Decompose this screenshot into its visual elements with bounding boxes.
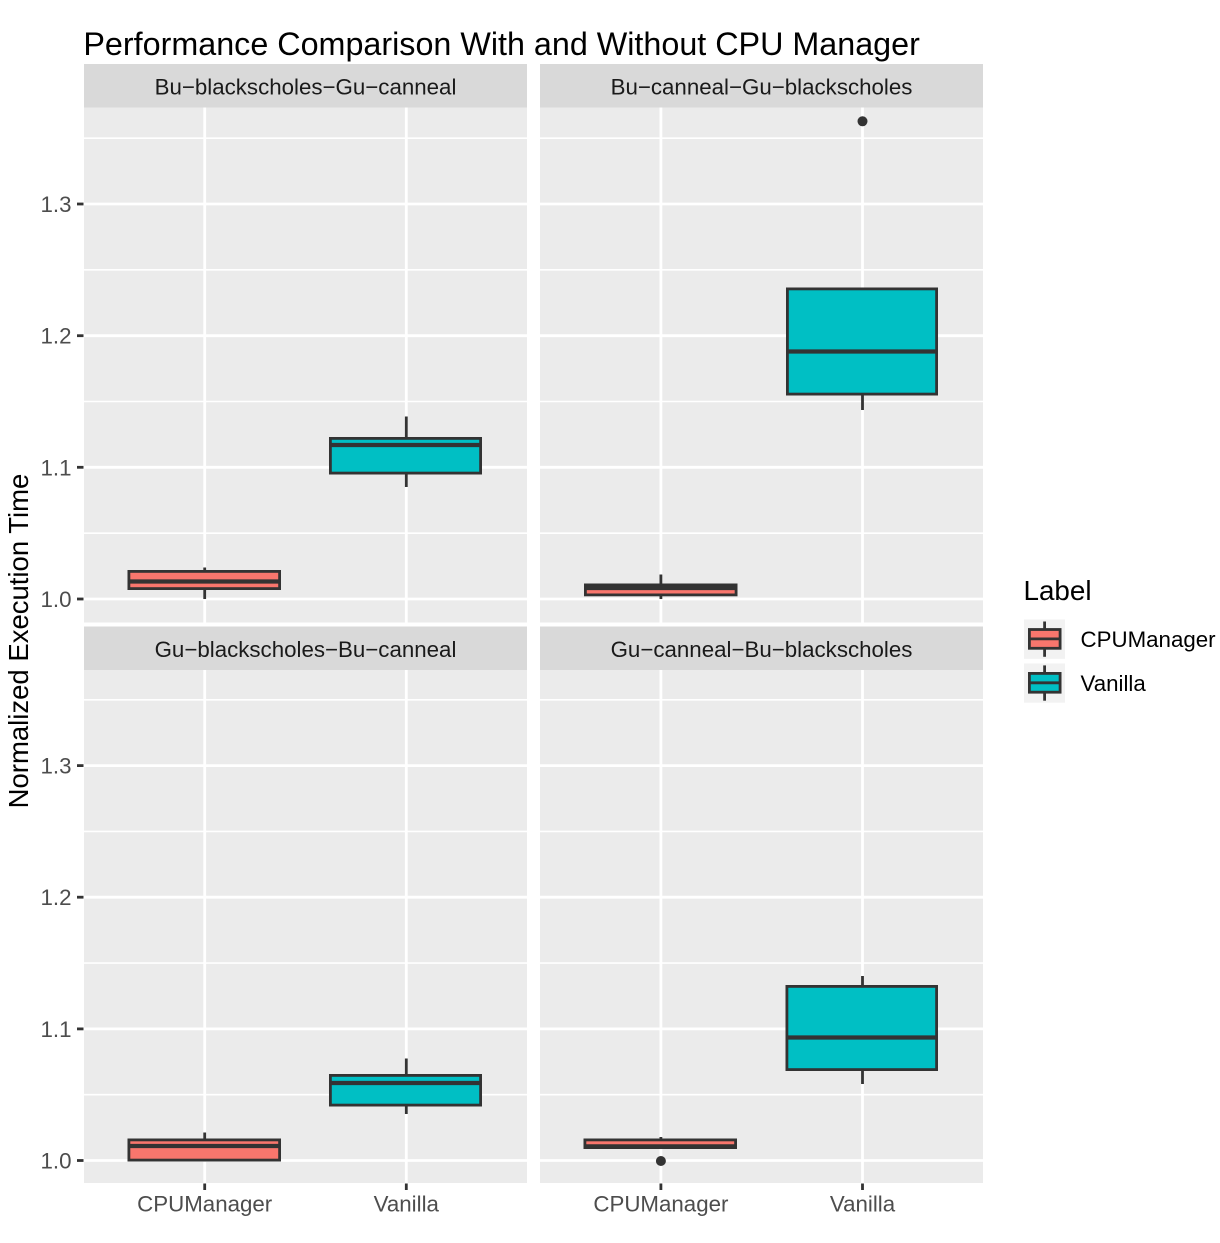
svg-text:Vanilla: Vanilla: [830, 1192, 896, 1217]
svg-text:Normalized Execution Time: Normalized Execution Time: [3, 474, 34, 809]
svg-text:CPUManager: CPUManager: [137, 1192, 273, 1217]
svg-text:Performance Comparison With an: Performance Comparison With and Without …: [83, 26, 920, 62]
svg-text:Vanilla: Vanilla: [1081, 671, 1147, 696]
svg-text:1.3: 1.3: [41, 192, 72, 217]
svg-text:Gu−canneal−Bu−blackscholes: Gu−canneal−Bu−blackscholes: [611, 637, 913, 662]
svg-text:1.2: 1.2: [41, 324, 72, 349]
svg-text:Bu−blackscholes−Gu−canneal: Bu−blackscholes−Gu−canneal: [155, 74, 457, 99]
svg-text:1.2: 1.2: [41, 885, 72, 910]
svg-text:CPUManager: CPUManager: [593, 1192, 729, 1217]
svg-text:CPUManager: CPUManager: [1081, 627, 1217, 652]
svg-text:Bu−canneal−Gu−blackscholes: Bu−canneal−Gu−blackscholes: [611, 74, 913, 99]
svg-text:Gu−blackscholes−Bu−canneal: Gu−blackscholes−Bu−canneal: [155, 637, 457, 662]
svg-text:1.1: 1.1: [41, 1017, 72, 1042]
svg-text:1.3: 1.3: [41, 754, 72, 779]
svg-text:1.0: 1.0: [41, 587, 72, 612]
svg-text:Vanilla: Vanilla: [374, 1192, 440, 1217]
svg-text:1.1: 1.1: [41, 455, 72, 480]
svg-text:1.0: 1.0: [41, 1149, 72, 1174]
svg-text:Label: Label: [1024, 575, 1092, 606]
